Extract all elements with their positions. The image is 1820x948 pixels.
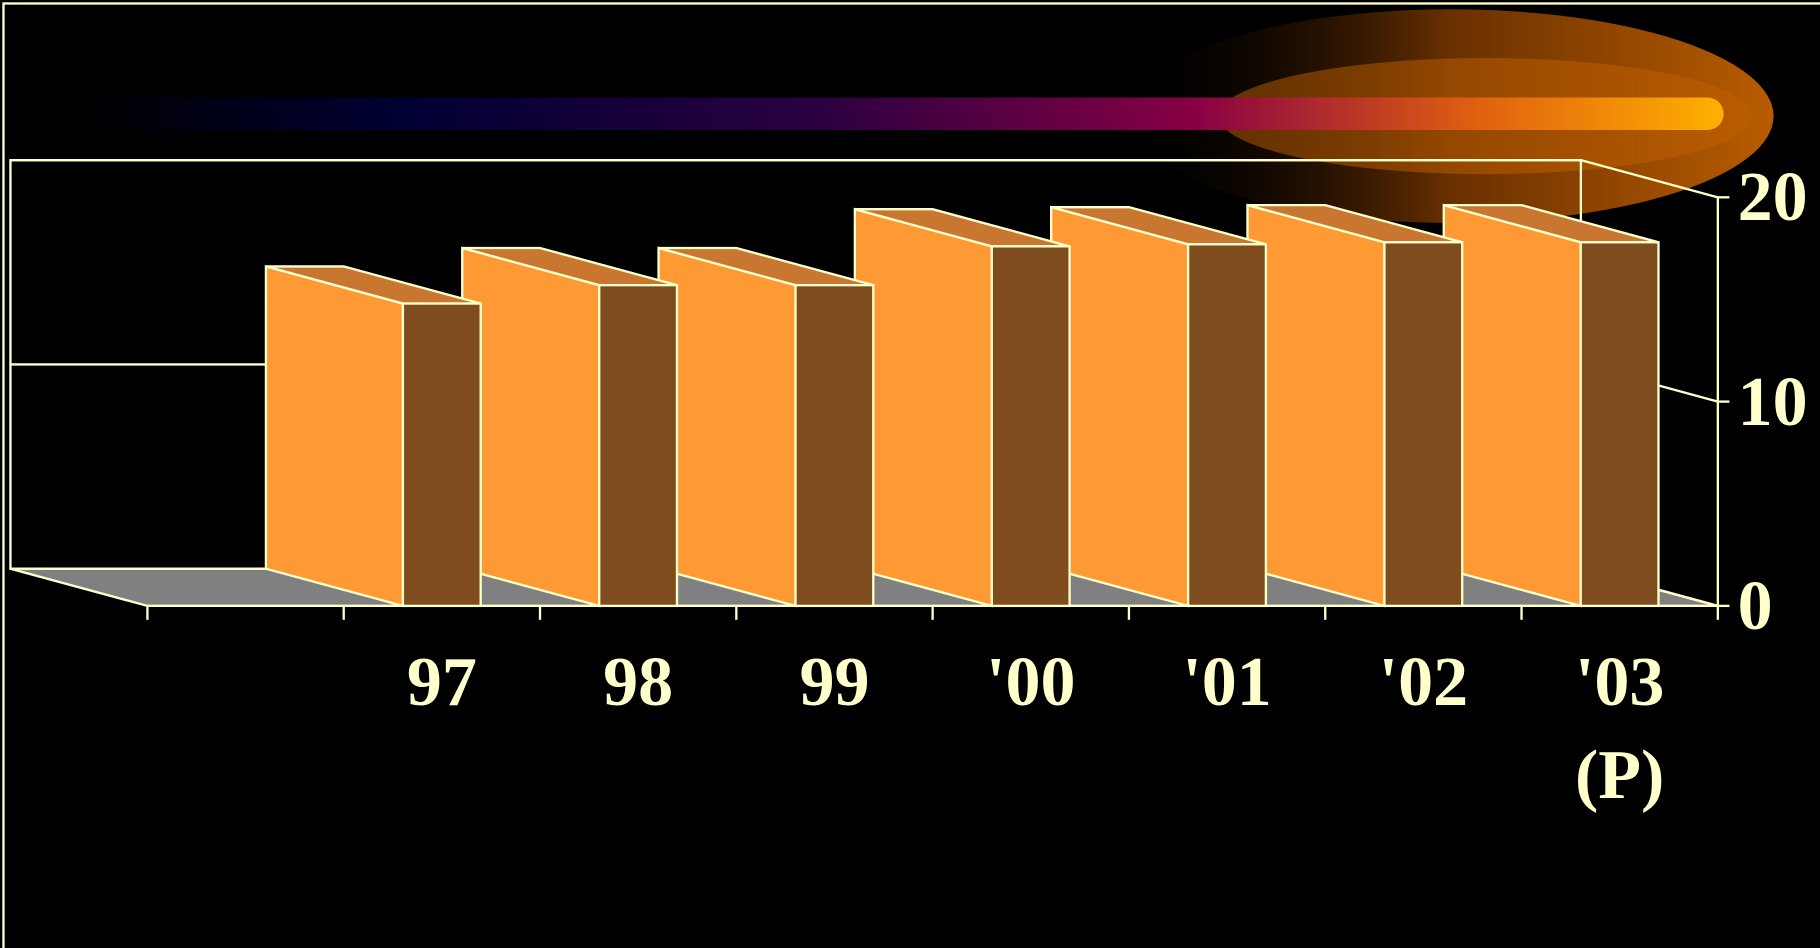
x-tick-label: '03 (P) [1574,644,1665,814]
y-tick-label: 10 [1737,363,1808,441]
x-tick-label: 97 [406,644,477,721]
bar-side [657,246,797,608]
x-tick-label: '01 [1182,644,1272,721]
x-tick-label: 98 [603,644,674,721]
bar [794,284,875,608]
bar-side [1442,203,1582,608]
x-tick-label: '00 [986,644,1076,721]
banner [75,97,1724,130]
bar [401,302,482,608]
bar-side [461,246,601,608]
bar [1579,241,1660,608]
y-tick-label: 20 [1737,159,1808,237]
bar-side [1246,203,1386,608]
grid-line [1580,159,1719,199]
bar [990,245,1071,608]
bar [1383,241,1464,608]
bar-side [1049,205,1190,608]
bar-side [853,207,993,608]
y-tick-label: 0 [1737,567,1773,645]
x-tick-label: '02 [1378,644,1469,721]
bar-side [264,264,405,608]
x-tick-label: 99 [799,644,870,721]
bar [598,284,679,608]
bar [1186,243,1268,608]
